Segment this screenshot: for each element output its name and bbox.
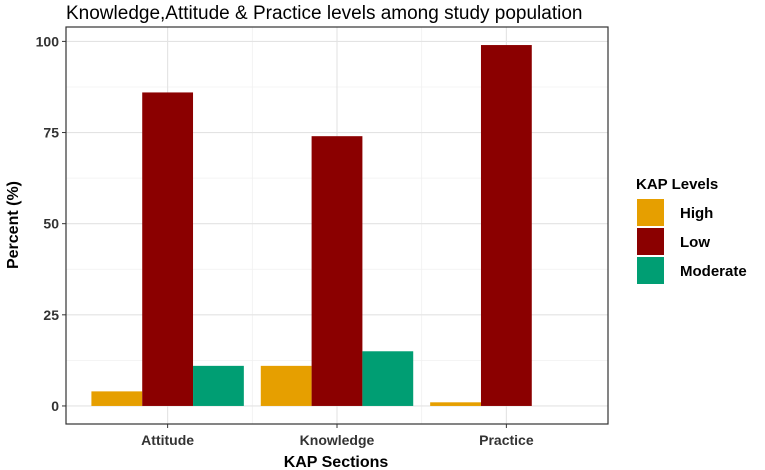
bar-high-attitude <box>91 391 143 406</box>
y-tick-label: 0 <box>51 398 59 414</box>
y-axis: 0 25 50 75 100 <box>36 33 66 414</box>
x-axis-title: KAP Sections <box>284 454 389 470</box>
bar-moderate-attitude <box>193 365 244 406</box>
x-tick-label: Knowledge <box>300 432 375 448</box>
x-tick-label: Attitude <box>141 432 194 448</box>
bar-high-knowledge <box>260 365 312 406</box>
bar-low-practice <box>480 45 532 406</box>
x-axis: Attitude Knowledge Practice <box>141 424 534 448</box>
chart-title: Knowledge,Attitude & Practice levels amo… <box>66 3 582 24</box>
y-tick-label: 100 <box>36 33 60 49</box>
legend-label-low: Low <box>680 234 710 251</box>
bar-low-knowledge <box>311 136 363 406</box>
legend-swatch-moderate <box>637 257 664 284</box>
y-tick-label: 50 <box>43 216 59 232</box>
bar-low-attitude <box>142 92 194 406</box>
legend-swatch-low <box>637 228 664 255</box>
legend-label-moderate: Moderate <box>680 263 747 280</box>
bar-high-practice <box>430 402 481 406</box>
x-tick-label: Practice <box>479 432 534 448</box>
y-tick-label: 25 <box>43 307 59 323</box>
y-axis-title: Percent (%) <box>5 181 22 269</box>
legend-label-high: High <box>680 205 713 222</box>
legend-swatch-high <box>637 199 664 226</box>
bars <box>91 45 532 406</box>
bar-moderate-knowledge <box>362 351 414 406</box>
legend: KAP Levels High Low Moderate <box>636 176 747 284</box>
y-tick-label: 75 <box>43 125 59 141</box>
legend-title: KAP Levels <box>636 176 718 193</box>
